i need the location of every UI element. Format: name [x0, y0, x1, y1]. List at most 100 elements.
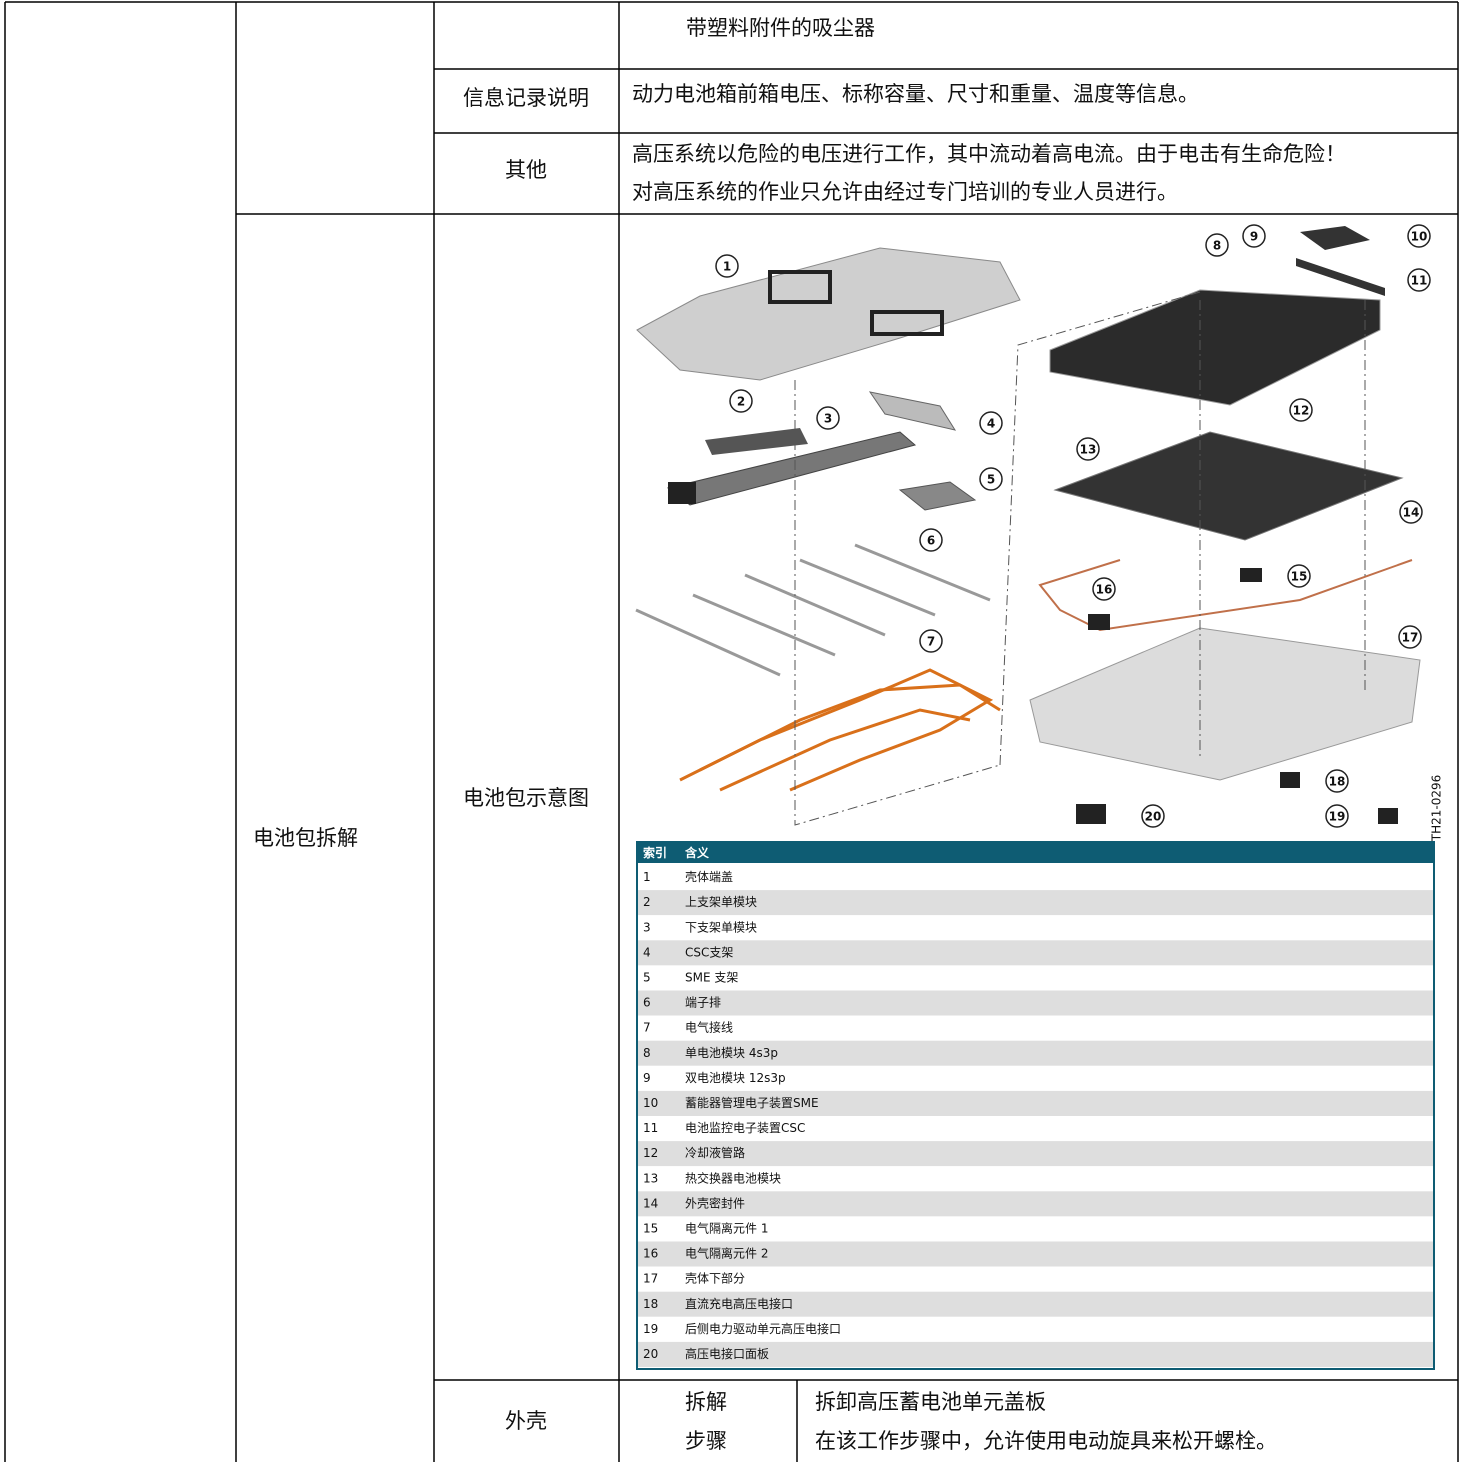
housing-seal	[1038, 559, 1413, 632]
legend-row	[638, 1015, 1433, 1041]
legend-row	[638, 1241, 1433, 1267]
legend-meaning: 电气接线	[685, 1020, 733, 1035]
callout-number: 14	[1403, 506, 1420, 520]
legend-meaning: CSC支架	[685, 945, 733, 959]
legend-index: 18	[643, 1297, 658, 1311]
callout-number: 12	[1293, 404, 1310, 418]
callout-circle	[1407, 268, 1431, 292]
legend-meaning: 蓄能器管理电子装置SME	[685, 1095, 819, 1110]
legend-row	[638, 940, 1433, 966]
legend-meaning: 壳体端盖	[685, 870, 733, 884]
legend-index: 13	[643, 1171, 658, 1185]
legend-index: 19	[643, 1322, 658, 1336]
callout-number: 15	[1291, 570, 1308, 584]
legend-row	[638, 1065, 1433, 1091]
legend-index: 7	[643, 1021, 651, 1035]
callout-number: 4	[987, 417, 995, 431]
step-label: 拆解	[685, 1390, 727, 1414]
legend-row	[638, 1341, 1433, 1367]
legend-index: 15	[643, 1221, 658, 1235]
legend-index: 10	[643, 1096, 658, 1110]
legend-row	[638, 1316, 1433, 1342]
csc-bracket	[868, 391, 957, 431]
upper-bracket	[705, 428, 808, 455]
legend-meaning: 端子排	[685, 996, 721, 1010]
legend-row	[638, 1116, 1433, 1142]
legend-frame	[636, 841, 1435, 1370]
callout-circle	[1287, 564, 1311, 588]
callout-number: 2	[737, 395, 745, 409]
legend-meaning: 下支架单模块	[685, 920, 757, 934]
legend-meaning: SME 支架	[685, 970, 738, 984]
legend-row	[638, 915, 1433, 941]
row-text: 对高压系统的作业只允许由经过专门培训的专业人员进行。	[632, 180, 1178, 204]
housing-lid	[636, 247, 1021, 381]
legend-index: 20	[643, 1347, 658, 1361]
legend-row	[638, 965, 1433, 991]
legend-row	[638, 865, 1433, 891]
callout-number: 7	[927, 635, 935, 649]
legend-index: 8	[643, 1046, 651, 1060]
callout-circle	[979, 467, 1003, 491]
row-label: 信息记录说明	[463, 86, 589, 110]
callout-number: 8	[1213, 239, 1221, 253]
callout-number: 11	[1411, 274, 1428, 288]
callout-circle	[1205, 233, 1229, 257]
heat-exchanger	[1053, 431, 1404, 541]
callout-circle	[1399, 500, 1423, 524]
figure-code: TH21-0296	[1430, 775, 1444, 843]
legend-meaning: 电气隔离元件 2	[685, 1246, 768, 1261]
legend-index: 3	[643, 920, 651, 934]
row-text: 高压系统以危险的电压进行工作，其中流动着高电流。由于电击有生命危险！	[632, 142, 1346, 166]
callout-circle	[919, 629, 943, 653]
callout-number: 19	[1329, 810, 1346, 824]
callout-number: 9	[1250, 230, 1258, 244]
callout-circle	[816, 406, 840, 430]
battery-modules	[1049, 289, 1381, 406]
legend-row	[638, 1291, 1433, 1317]
callout-circle	[919, 528, 943, 552]
step-text: 拆卸高压蓄电池单元盖板	[815, 1390, 1046, 1414]
legend-row	[638, 1141, 1433, 1167]
callout-number: 16	[1096, 583, 1113, 597]
legend-meaning: 上支架单模块	[685, 895, 757, 909]
legend-row	[638, 1266, 1433, 1292]
row-label: 电池包示意图	[463, 786, 589, 810]
sme-unit	[1300, 226, 1370, 250]
callout-number: 3	[824, 412, 832, 426]
legend-row	[638, 1166, 1433, 1192]
bracket-box	[668, 482, 696, 504]
step-text: 在该工作步骤中，允许使用电动旋具来松开螺栓。	[815, 1429, 1277, 1453]
callout-number: 10	[1411, 230, 1428, 244]
legend-index: 1	[643, 870, 651, 884]
leader-lines	[794, 291, 1366, 826]
callout-circle	[1141, 804, 1165, 828]
callout-number: 17	[1402, 631, 1419, 645]
legend-meaning: 电池监控电子装置CSC	[685, 1121, 805, 1135]
callout-number: 5	[987, 473, 995, 487]
legend-meaning: 单电池模块 4s3p	[685, 1046, 778, 1060]
legend-header-text: 含义	[685, 845, 710, 860]
legend-index: 6	[643, 996, 651, 1010]
legend-meaning: 壳体下部分	[685, 1271, 745, 1286]
legend-row	[638, 1216, 1433, 1242]
housing-lower	[1029, 627, 1421, 781]
callout-circle	[1325, 804, 1349, 828]
legend-index: 5	[643, 970, 651, 984]
legend-row	[638, 1090, 1433, 1116]
callout-circle	[1092, 577, 1116, 601]
callout-number: 20	[1145, 810, 1162, 824]
callout-number: 13	[1080, 443, 1097, 457]
legend-meaning: 高压电接口面板	[685, 1346, 769, 1361]
callout-circle	[1076, 437, 1100, 461]
connectors	[1076, 568, 1398, 824]
row-text: 动力电池箱前箱电压、标称容量、尺寸和重量、温度等信息。	[632, 82, 1199, 106]
section-label: 电池包拆解	[253, 826, 358, 850]
legend-index: 12	[643, 1146, 658, 1160]
callout-circle	[1325, 769, 1349, 793]
legend-row	[638, 1040, 1433, 1066]
row-label: 其他	[505, 158, 547, 182]
lid-detail	[768, 270, 944, 336]
callout-circle	[979, 411, 1003, 435]
diagram-art	[635, 226, 1421, 826]
